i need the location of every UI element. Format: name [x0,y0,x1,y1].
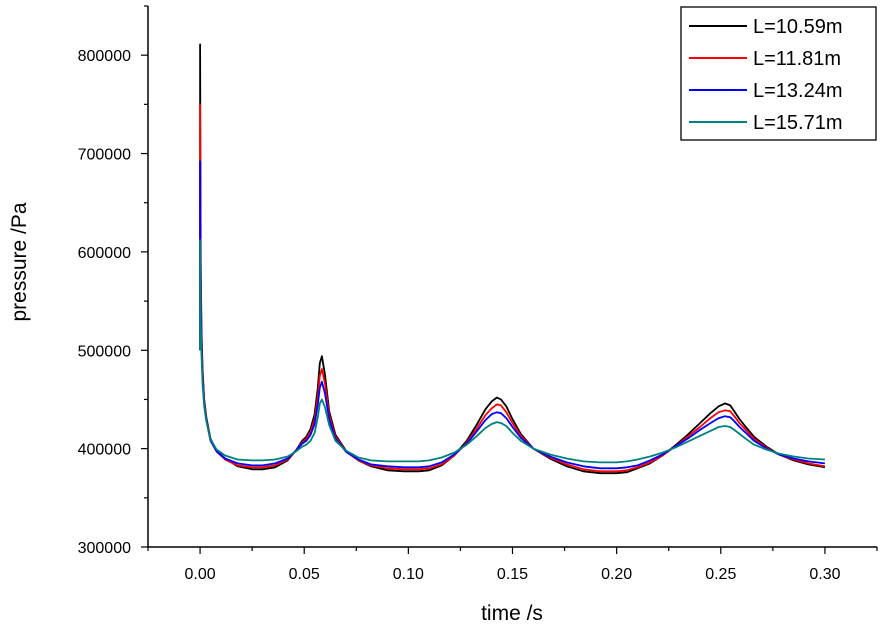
x-tick-label: 0.15 [497,566,528,583]
x-axis-title: time /s [481,602,543,625]
legend-label: L=11.81m [753,48,841,70]
legend: L=10.59m L=11.81m L=13.24m L=15.71m [680,6,877,141]
y-tick-label: 400000 [78,442,131,459]
y-axis: 300000 400000 500000 600000 700000 800000 [78,5,148,557]
x-tick-label: 0.25 [705,566,736,583]
series-line-l-15-71m [199,239,825,464]
series-lines [199,43,826,475]
y-axis-title: pressure /Pa [8,202,31,321]
x-tick-label: 0.05 [289,566,320,583]
x-tick-label: 0.30 [809,566,840,583]
legend-label: L=15.71m [753,112,843,134]
legend-label: L=10.59m [753,16,843,38]
y-tick-label: 500000 [78,343,131,360]
series-line-l-11-81m [199,103,826,473]
legend-box [680,6,877,141]
x-tick-label: 0.10 [393,566,424,583]
x-tick-label: 0.00 [185,566,216,583]
y-tick-label: 800000 [78,48,131,65]
legend-label: L=13.24m [753,80,843,102]
x-axis: 0.00 0.05 0.10 0.15 0.20 0.25 0.30 [147,547,878,583]
x-tick-label: 0.20 [601,566,632,583]
y-tick-label: 600000 [78,245,131,262]
y-tick-label: 300000 [78,540,131,557]
y-tick-label: 700000 [78,147,131,164]
